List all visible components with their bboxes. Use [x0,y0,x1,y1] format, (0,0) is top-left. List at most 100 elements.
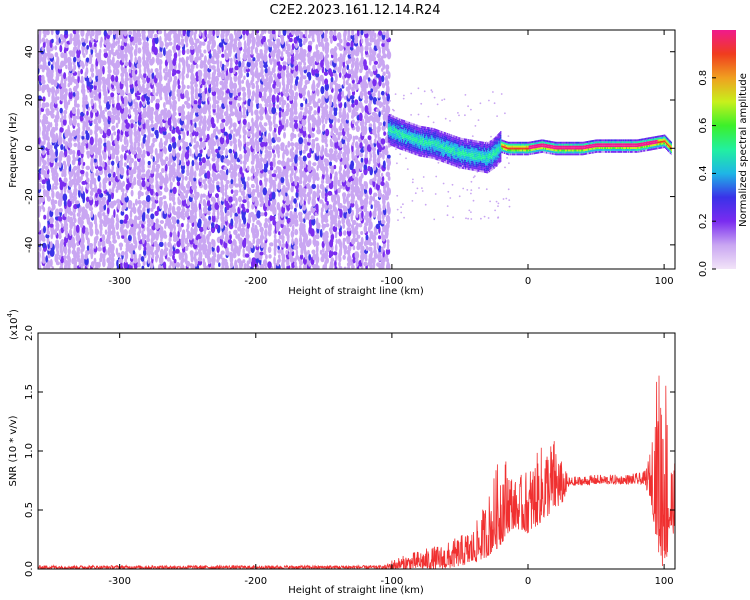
noise-cell [189,148,192,157]
noise-cell [86,177,90,183]
noise-cell [59,126,64,133]
noise-cell [103,137,107,143]
noise-cell [321,144,325,153]
noise-cell [185,56,190,61]
noise-cell [71,257,75,265]
noise-cell [260,212,265,217]
noise-cell [259,179,263,186]
scatter-dot [466,189,469,191]
noise-cell [55,220,59,225]
noise-cell [259,251,264,256]
noise-cell [278,254,281,259]
noise-cell [45,173,50,179]
noise-cell [163,145,167,152]
noise-cell [276,104,280,109]
noise-cell [354,99,359,106]
scatter-dot [400,206,402,209]
noise-cell [100,36,103,43]
noise-cell [298,184,303,191]
noise-cell [380,172,384,177]
noise-cell [68,87,72,93]
noise-cell [208,96,211,102]
noise-cell [120,154,124,160]
noise-cell [299,111,303,116]
noise-cell [90,210,94,218]
scatter-dot [389,100,391,102]
noise-cell [42,84,47,91]
noise-cell [360,172,364,179]
noise-cell [158,190,163,196]
noise-cell [150,154,154,159]
noise-cell [115,155,119,164]
noise-cell [101,114,106,120]
scatter-dot [420,102,423,105]
noise-cell [223,166,228,171]
noise-cell [150,196,155,202]
noise-cell [164,241,167,249]
noise-cell [147,160,151,166]
noise-cell [234,65,239,71]
noise-cell [158,59,163,66]
noise-cell [60,223,64,228]
noise-cell [324,230,329,237]
noise-cell [325,223,330,228]
noise-cell [312,63,316,70]
noise-cell [184,89,189,99]
noise-cell [358,101,363,109]
noise-cell [263,122,268,127]
noise-cell [207,148,211,157]
noise-cell [106,165,110,170]
noise-cell [54,45,58,51]
noise-cell [67,215,71,223]
noise-cell [232,82,238,90]
noise-cell [159,137,163,145]
noise-cell [151,56,155,64]
noise-cell [287,140,291,148]
noise-cell [38,74,43,82]
noise-cell [49,241,53,249]
noise-cell [267,66,271,75]
noise-cell [69,192,74,199]
noise-cell [377,90,381,99]
noise-cell [111,125,116,131]
noise-cell [58,208,63,213]
noise-cell [384,145,389,152]
noise-cell [85,196,90,203]
noise-cell [237,233,241,242]
noise-cell [137,141,141,148]
noise-cell [122,180,125,187]
noise-cell [219,122,225,130]
noise-cell [141,180,146,188]
noise-cell [351,99,355,104]
noise-cell [199,177,203,182]
scatter-dot [497,205,499,208]
noise-cell [228,196,234,203]
noise-cell [110,243,115,252]
scatter-dot [508,162,510,165]
noise-cell [201,193,206,198]
scatter-dot [410,92,413,95]
noise-cell [373,192,378,197]
noise-cell [285,118,289,126]
noise-cell [42,196,45,202]
noise-cell [360,157,364,163]
noise-cell [172,162,176,168]
noise-cell [195,63,199,69]
noise-cell [193,100,198,105]
noise-cell [176,219,180,224]
noise-cell [102,65,105,75]
scatter-dot [443,98,446,101]
noise-cell [171,129,176,134]
noise-cell [98,181,102,190]
noise-cell [90,30,95,37]
scatter-dot [472,199,475,202]
noise-cell [51,126,56,133]
noise-cell [76,247,81,252]
noise-cell [80,169,85,175]
noise-cell [186,208,190,213]
noise-cell [171,205,176,215]
noise-cell [354,176,359,184]
noise-cell [312,30,316,36]
noise-cell [155,218,159,224]
